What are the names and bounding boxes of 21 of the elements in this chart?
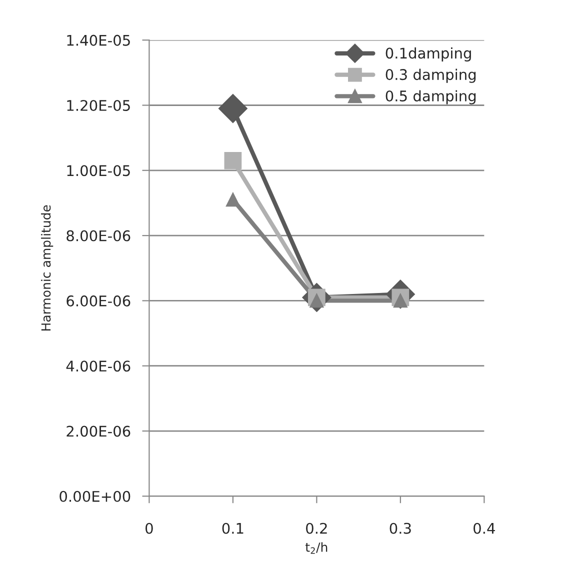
y-axis-title: Harmonic amplitude — [41, 205, 54, 331]
x-tick-label: 0.3 — [390, 522, 411, 534]
x-tick-label: 0 — [146, 522, 153, 534]
point — [218, 94, 248, 123]
x-tick-label: 0.2 — [306, 522, 327, 534]
x-tick-label: 0.4 — [474, 522, 495, 534]
legend-label: 0.1damping — [386, 47, 471, 62]
point — [226, 192, 240, 207]
y-tick-label: 4.00E-06 — [66, 360, 130, 372]
y-tick-label: 6.00E-06 — [66, 295, 130, 306]
y-tick-label: 1.40E-05 — [67, 34, 130, 46]
y-tick-label: 1.00E-05 — [67, 165, 130, 176]
point — [224, 152, 242, 170]
legend-label: 0.5 damping — [386, 90, 476, 104]
x-tick-label: 0.1 — [222, 522, 244, 534]
y-tick-label: 1.20E-05 — [67, 100, 130, 111]
y-tick-label: 8.00E-06 — [66, 230, 130, 242]
y-tick-label: 2.00E-06 — [66, 426, 130, 437]
legend-label: 0.3 damping — [386, 68, 476, 83]
y-tick-label: 0.00E+00 — [60, 490, 130, 502]
x-axis-title: t$_{2}$/h — [305, 542, 328, 554]
